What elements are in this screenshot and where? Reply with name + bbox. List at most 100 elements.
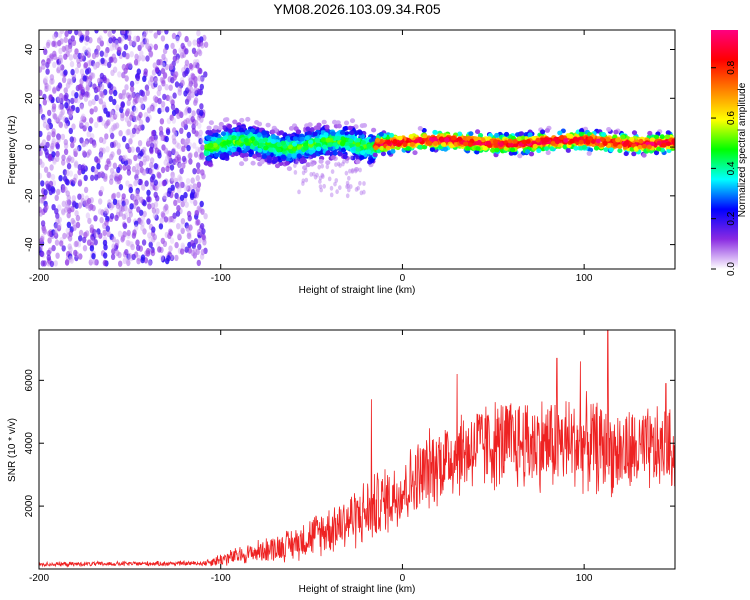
spectrogram-cell: [40, 180, 45, 187]
spectrogram-cell: [187, 215, 192, 222]
spectrogram-cell: [124, 84, 129, 91]
spectrogram-cell: [334, 178, 339, 183]
spectrogram-cell: [54, 239, 60, 246]
spectrogram-cell: [183, 109, 188, 116]
spectrogram-cell: [193, 151, 199, 158]
spectrogram-cell: [121, 92, 126, 100]
spectrogram-cell: [248, 149, 254, 155]
spectrogram-cell: [68, 253, 73, 260]
spectrogram-cell: [578, 139, 584, 145]
spectrogram-cell: [354, 187, 359, 192]
spectrogram-cell: [226, 139, 232, 145]
spectrogram-cell: [176, 205, 181, 212]
spectrogram-cell: [191, 127, 196, 135]
spectrogram-cell: [124, 207, 130, 215]
spectrogram-cell: [114, 122, 120, 129]
spectrogram-cell: [116, 46, 122, 54]
spectrogram-cell: [140, 90, 145, 97]
spectrogram-cell: [53, 229, 58, 236]
spectrogram-cell: [97, 208, 103, 215]
spectrogram-cell: [585, 139, 591, 145]
spectrogram-cell: [46, 254, 51, 261]
spectrogram-cell: [58, 93, 64, 100]
spectrogram-cell: [61, 76, 67, 84]
spectrogram-cell: [318, 159, 324, 164]
spectrogram-cell: [44, 85, 49, 93]
spectrogram-cell: [46, 58, 51, 65]
spectrogram-cell: [123, 204, 129, 211]
spectrogram-cell: [39, 66, 43, 73]
spectrogram-cell: [216, 137, 222, 143]
spectrogram-cell: [93, 239, 98, 246]
spectrogram-cell: [56, 95, 62, 103]
spectrogram-cell: [124, 116, 130, 123]
spectrogram-cell: [343, 120, 350, 126]
spectrogram-cell: [141, 184, 146, 191]
spectrogram-cell: [161, 62, 166, 69]
spectrogram-cell: [153, 77, 159, 84]
spectrogram-cell: [99, 185, 105, 193]
spectrogram-cell: [550, 141, 556, 146]
spectrogram-cell: [146, 195, 151, 203]
spectrogram-cell: [649, 137, 656, 143]
spectrogram-cell: [337, 151, 343, 157]
spectrogram-cell: [305, 126, 311, 132]
spectrogram-cell: [172, 48, 177, 55]
spectrogram-cell: [108, 88, 114, 95]
spectrogram-cell: [80, 197, 86, 205]
spectrogram-cell: [39, 206, 42, 213]
spectrogram-cell: [361, 123, 368, 128]
spectrogram-cell: [148, 241, 153, 248]
spectrogram-cell: [301, 170, 306, 176]
spectrogram-cell: [230, 147, 236, 153]
spectrogram-cell: [141, 168, 146, 176]
spectrogram-cell: [39, 244, 42, 251]
spectrogram-cell: [96, 163, 101, 170]
spectrogram-cell: [259, 159, 265, 165]
spectrogram-cell: [160, 134, 166, 141]
spectrogram-cell: [88, 125, 93, 133]
spectrogram-cell: [139, 103, 145, 110]
spectrogram-cell: [39, 158, 43, 165]
spectrogram-cell: [121, 155, 126, 162]
spectrogram-cell: [41, 113, 46, 121]
spectrogram-cell: [192, 59, 198, 66]
spectrogram-cell: [360, 140, 366, 145]
spectrogram-cell: [125, 239, 130, 247]
spectrogram-cell: [124, 75, 129, 82]
spectrogram-cell: [99, 216, 104, 224]
spectrogram-cell: [133, 59, 139, 66]
spectrogram-cell: [153, 163, 158, 170]
spectrogram-cell: [139, 196, 144, 203]
spectrogram-cell: [108, 56, 114, 63]
spectrogram-cell: [42, 121, 48, 129]
spectrogram-cell: [91, 98, 96, 106]
spectrogram-cell: [70, 97, 75, 105]
spectrogram-cell: [227, 128, 233, 134]
spectrogram-cell: [300, 157, 306, 163]
spectrogram-cell: [80, 164, 85, 172]
snr-panel: -200 -100 0 100 2000 4000 6000 Height of stra…: [7, 329, 676, 595]
spectrogram-cell: [112, 123, 118, 130]
spectrogram-cell: [177, 85, 182, 93]
spectrogram-cell: [60, 133, 66, 141]
spectrogram-cell: [73, 249, 78, 257]
spectrogram-cell: [156, 89, 161, 97]
spectrogram-cell: [357, 130, 363, 136]
spectrogram-cell: [193, 87, 198, 94]
spectrogram-cell: [169, 237, 175, 244]
spectrogram-cell: [65, 179, 70, 186]
spectrogram-cell: [336, 161, 341, 167]
spectrogram-cell: [134, 163, 140, 170]
spectrogram-cell: [613, 129, 619, 135]
spectrogram-cell: [527, 132, 533, 138]
y-tick-label: 40: [24, 44, 35, 56]
spectrogram-cell: [345, 193, 350, 199]
spectrogram-cell: [171, 147, 176, 154]
spectrogram-y-ticks: -40 -20 0 20 40: [24, 44, 675, 252]
spectrogram-cell: [612, 142, 619, 147]
spectrogram-cell: [327, 145, 333, 151]
spectrogram-frame: [38, 29, 676, 270]
colorbar-scale: [711, 30, 738, 269]
spectrogram-cell: [345, 158, 349, 164]
